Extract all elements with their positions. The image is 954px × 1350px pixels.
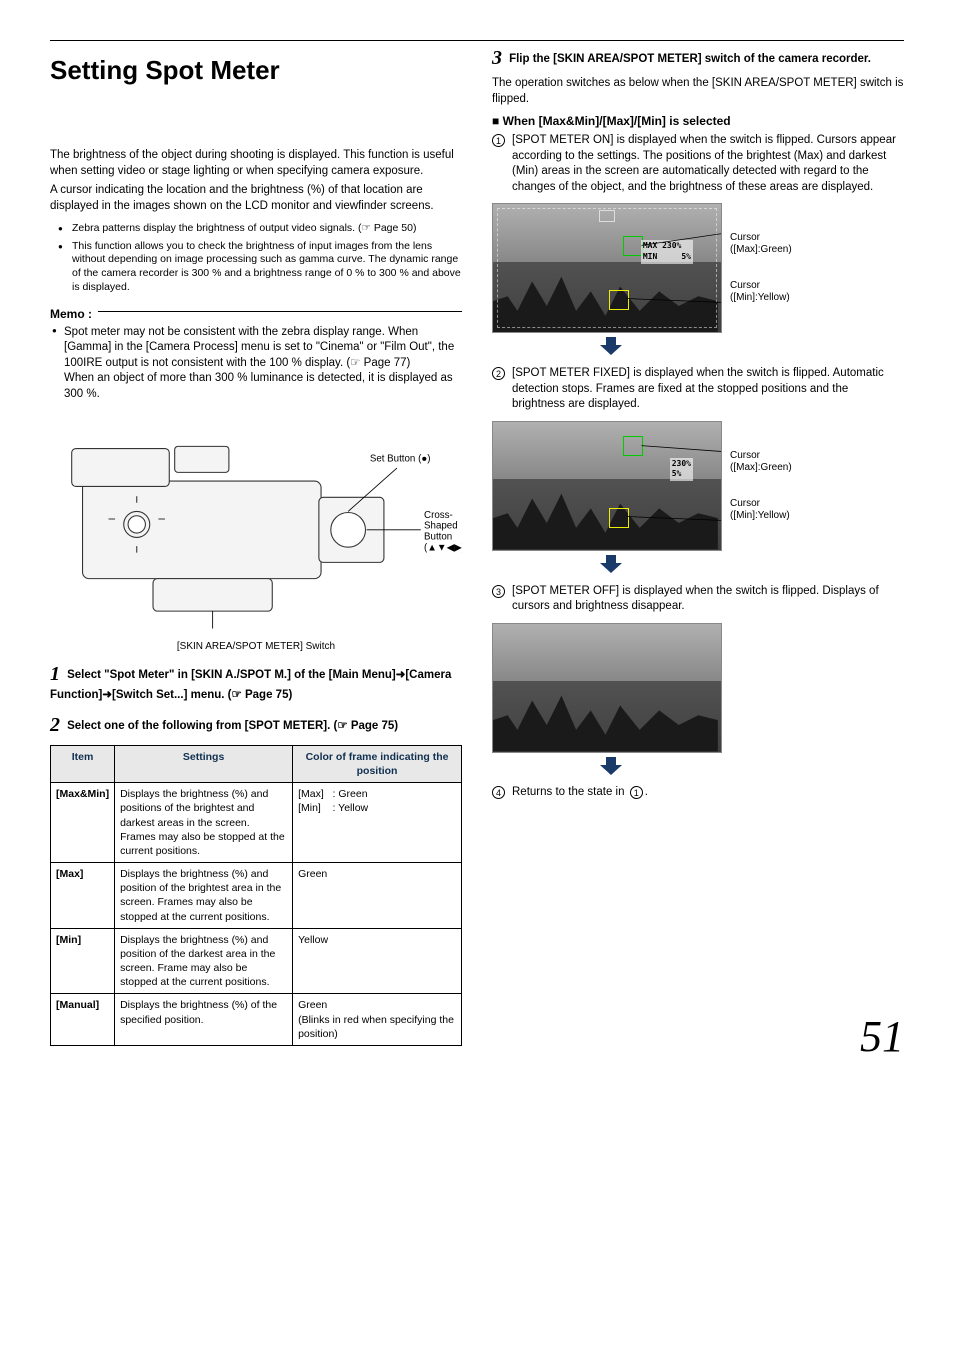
cell-color: Yellow (293, 928, 462, 994)
table-row: [Max] Displays the brightness (%) and po… (51, 863, 462, 929)
step-1-number: 1 (50, 663, 60, 685)
page-title: Setting Spot Meter (50, 53, 462, 88)
step-1-text: Select "Spot Meter" in [SKIN A./SPOT M.]… (50, 669, 451, 701)
anno2-cursor-min: Cursor ([Min]:Yellow) (730, 498, 792, 522)
camera-diagram: Set Button (●) Cross-ShapedButton(▲▼◀▶) … (50, 416, 462, 653)
intro-bullets: Zebra patterns display the brightness of… (50, 222, 462, 294)
camera-switch-label: [SKIN AREA/SPOT METER] Switch (50, 640, 462, 654)
memo-heading: Memo : (50, 306, 92, 322)
table-row: [Manual] Displays the brightness (%) of … (51, 994, 462, 1046)
screenshot-3 (492, 623, 722, 753)
table-row: [Max&Min] Displays the brightness (%) an… (51, 783, 462, 863)
step-3-text: Flip the [SKIN AREA/SPOT METER] switch o… (509, 53, 871, 65)
cell-item: [Min] (51, 928, 115, 994)
anno-cursor-max: Cursor ([Max]:Green) (730, 232, 792, 256)
step-2: 2 Select one of the following from [SPOT… (50, 712, 462, 739)
step-3-after: The operation switches as below when the… (492, 76, 904, 107)
anno2-cursor-max: Cursor ([Max]:Green) (730, 450, 792, 474)
screenshot-1-row: MAX 230% MIN 5% Cursor ([Max]:Green) Cur… (492, 203, 904, 333)
anno-cursor-min: Cursor ([Min]:Yellow) (730, 280, 792, 304)
left-column: Setting Spot Meter The brightness of the… (50, 45, 462, 1046)
list-item-2: 2[SPOT METER FIXED] is displayed when th… (492, 366, 904, 413)
memo-body: Spot meter may not be consistent with th… (50, 325, 462, 403)
table-row: [Min] Displays the brightness (%) and po… (51, 928, 462, 994)
subhead-maxmin: When [Max&Min]/[Max]/[Min] is selected (492, 113, 904, 129)
list-item-3: 3[SPOT METER OFF] is displayed when the … (492, 584, 904, 615)
intro-paragraph-1: The brightness of the object during shoo… (50, 148, 462, 179)
th-settings: Settings (115, 745, 293, 782)
th-color: Color of frame indicating the position (293, 745, 462, 782)
screenshot-2: 230% 5% (492, 421, 722, 551)
screenshot-3-row (492, 623, 904, 753)
screenshot-2-row: 230% 5% Cursor ([Max]:Green) Cursor ([Mi… (492, 421, 904, 551)
bullet-2: This function allows you to check the br… (62, 240, 462, 295)
down-arrow-icon (600, 757, 904, 780)
osd-label-1: MAX 230% MIN 5% (641, 240, 693, 264)
cell-color: Green (293, 863, 462, 929)
cell-settings: Displays the brightness (%) and position… (115, 783, 293, 863)
intro-paragraph-2: A cursor indicating the location and the… (50, 183, 462, 214)
list-item-4: 4Returns to the state in 1. (492, 785, 904, 801)
label-set-button: Set Button (●) (370, 454, 431, 465)
down-arrow-icon (600, 555, 904, 578)
step-2-number: 2 (50, 714, 60, 736)
cell-settings: Displays the brightness (%) and position… (115, 863, 293, 929)
cell-settings: Displays the brightness (%) of the speci… (115, 994, 293, 1046)
cell-settings: Displays the brightness (%) and position… (115, 928, 293, 994)
step-3-number: 3 (492, 47, 502, 69)
memo-heading-row: Memo : (50, 300, 462, 322)
osd-label-2: 230% 5% (670, 458, 693, 482)
right-column: 3 Flip the [SKIN AREA/SPOT METER] switch… (492, 45, 904, 1046)
cell-item: [Manual] (51, 994, 115, 1046)
svg-text:Cross-ShapedButton(▲▼◀▶): Cross-ShapedButton(▲▼◀▶) (424, 510, 462, 554)
step-3: 3 Flip the [SKIN AREA/SPOT METER] switch… (492, 45, 904, 72)
list-item-1: 1[SPOT METER ON] is displayed when the s… (492, 133, 904, 195)
top-rule (50, 40, 904, 41)
cell-item: [Max] (51, 863, 115, 929)
settings-table: Item Settings Color of frame indicating … (50, 745, 462, 1046)
cell-color: [Max] : Green [Min] : Yellow (293, 783, 462, 863)
step-2-text: Select one of the following from [SPOT M… (67, 720, 398, 732)
cell-item: [Max&Min] (51, 783, 115, 863)
screenshot-1: MAX 230% MIN 5% (492, 203, 722, 333)
step-1: 1 Select "Spot Meter" in [SKIN A./SPOT M… (50, 661, 462, 704)
th-item: Item (51, 745, 115, 782)
cell-color: Green (Blinks in red when specifying the… (293, 994, 462, 1046)
page-number: 51 (860, 1007, 904, 1066)
down-arrow-icon (600, 337, 904, 360)
bullet-1: Zebra patterns display the brightness of… (62, 222, 462, 236)
